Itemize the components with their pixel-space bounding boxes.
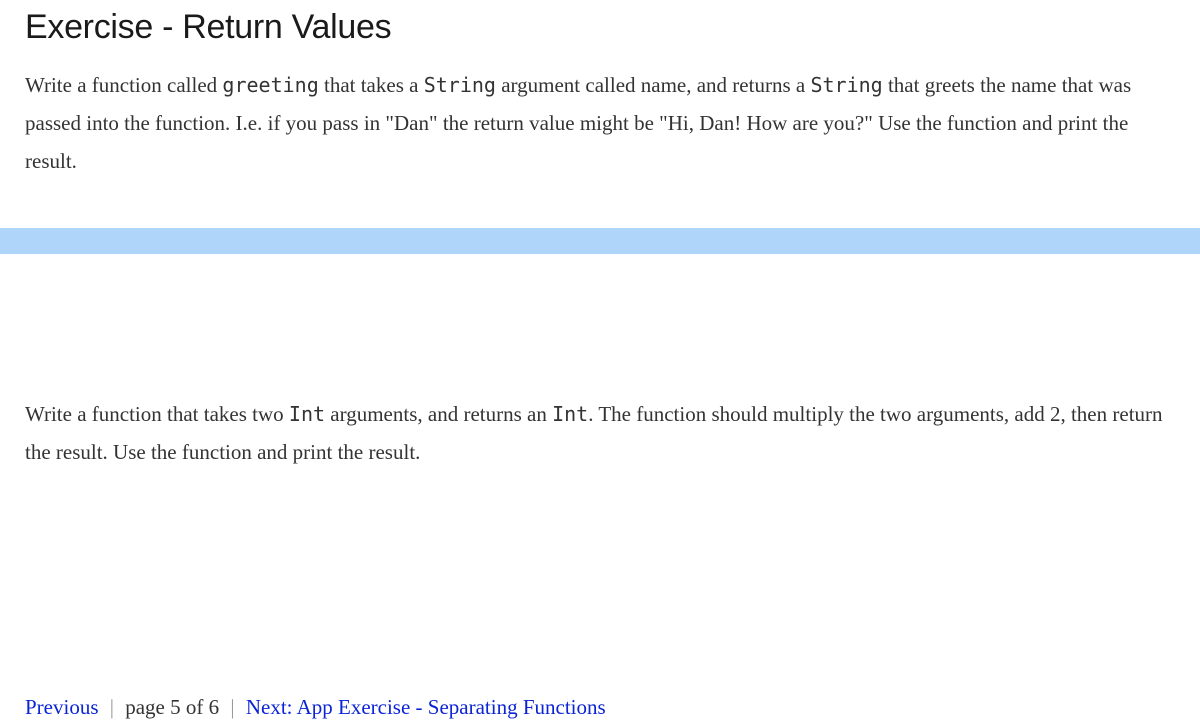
code-inline: Int <box>289 402 325 426</box>
previous-link[interactable]: Previous <box>25 695 99 719</box>
text-run: that takes a <box>319 73 424 97</box>
code-inline: Int <box>552 402 588 426</box>
code-inline: String <box>424 73 496 97</box>
text-run: argument called name, and returns a <box>496 73 811 97</box>
text-run: Write a function called <box>25 73 222 97</box>
nav-separator: | <box>110 695 114 719</box>
selection-highlight <box>0 228 1200 254</box>
code-inline: String <box>810 73 882 97</box>
next-link[interactable]: Next: App Exercise - Separating Function… <box>246 695 606 719</box>
text-run: arguments, and returns an <box>325 402 552 426</box>
text-run: Write a function that takes two <box>25 402 289 426</box>
nav-separator: | <box>230 695 234 719</box>
page-indicator: page 5 of 6 <box>125 695 219 719</box>
exercise-paragraph-2: Write a function that takes two Int argu… <box>25 396 1175 472</box>
code-inline: greeting <box>222 73 318 97</box>
page-title: Exercise - Return Values <box>25 8 1175 47</box>
exercise-paragraph-1: Write a function called greeting that ta… <box>25 67 1175 180</box>
pagination-nav: Previous | page 5 of 6 | Next: App Exerc… <box>25 695 606 720</box>
